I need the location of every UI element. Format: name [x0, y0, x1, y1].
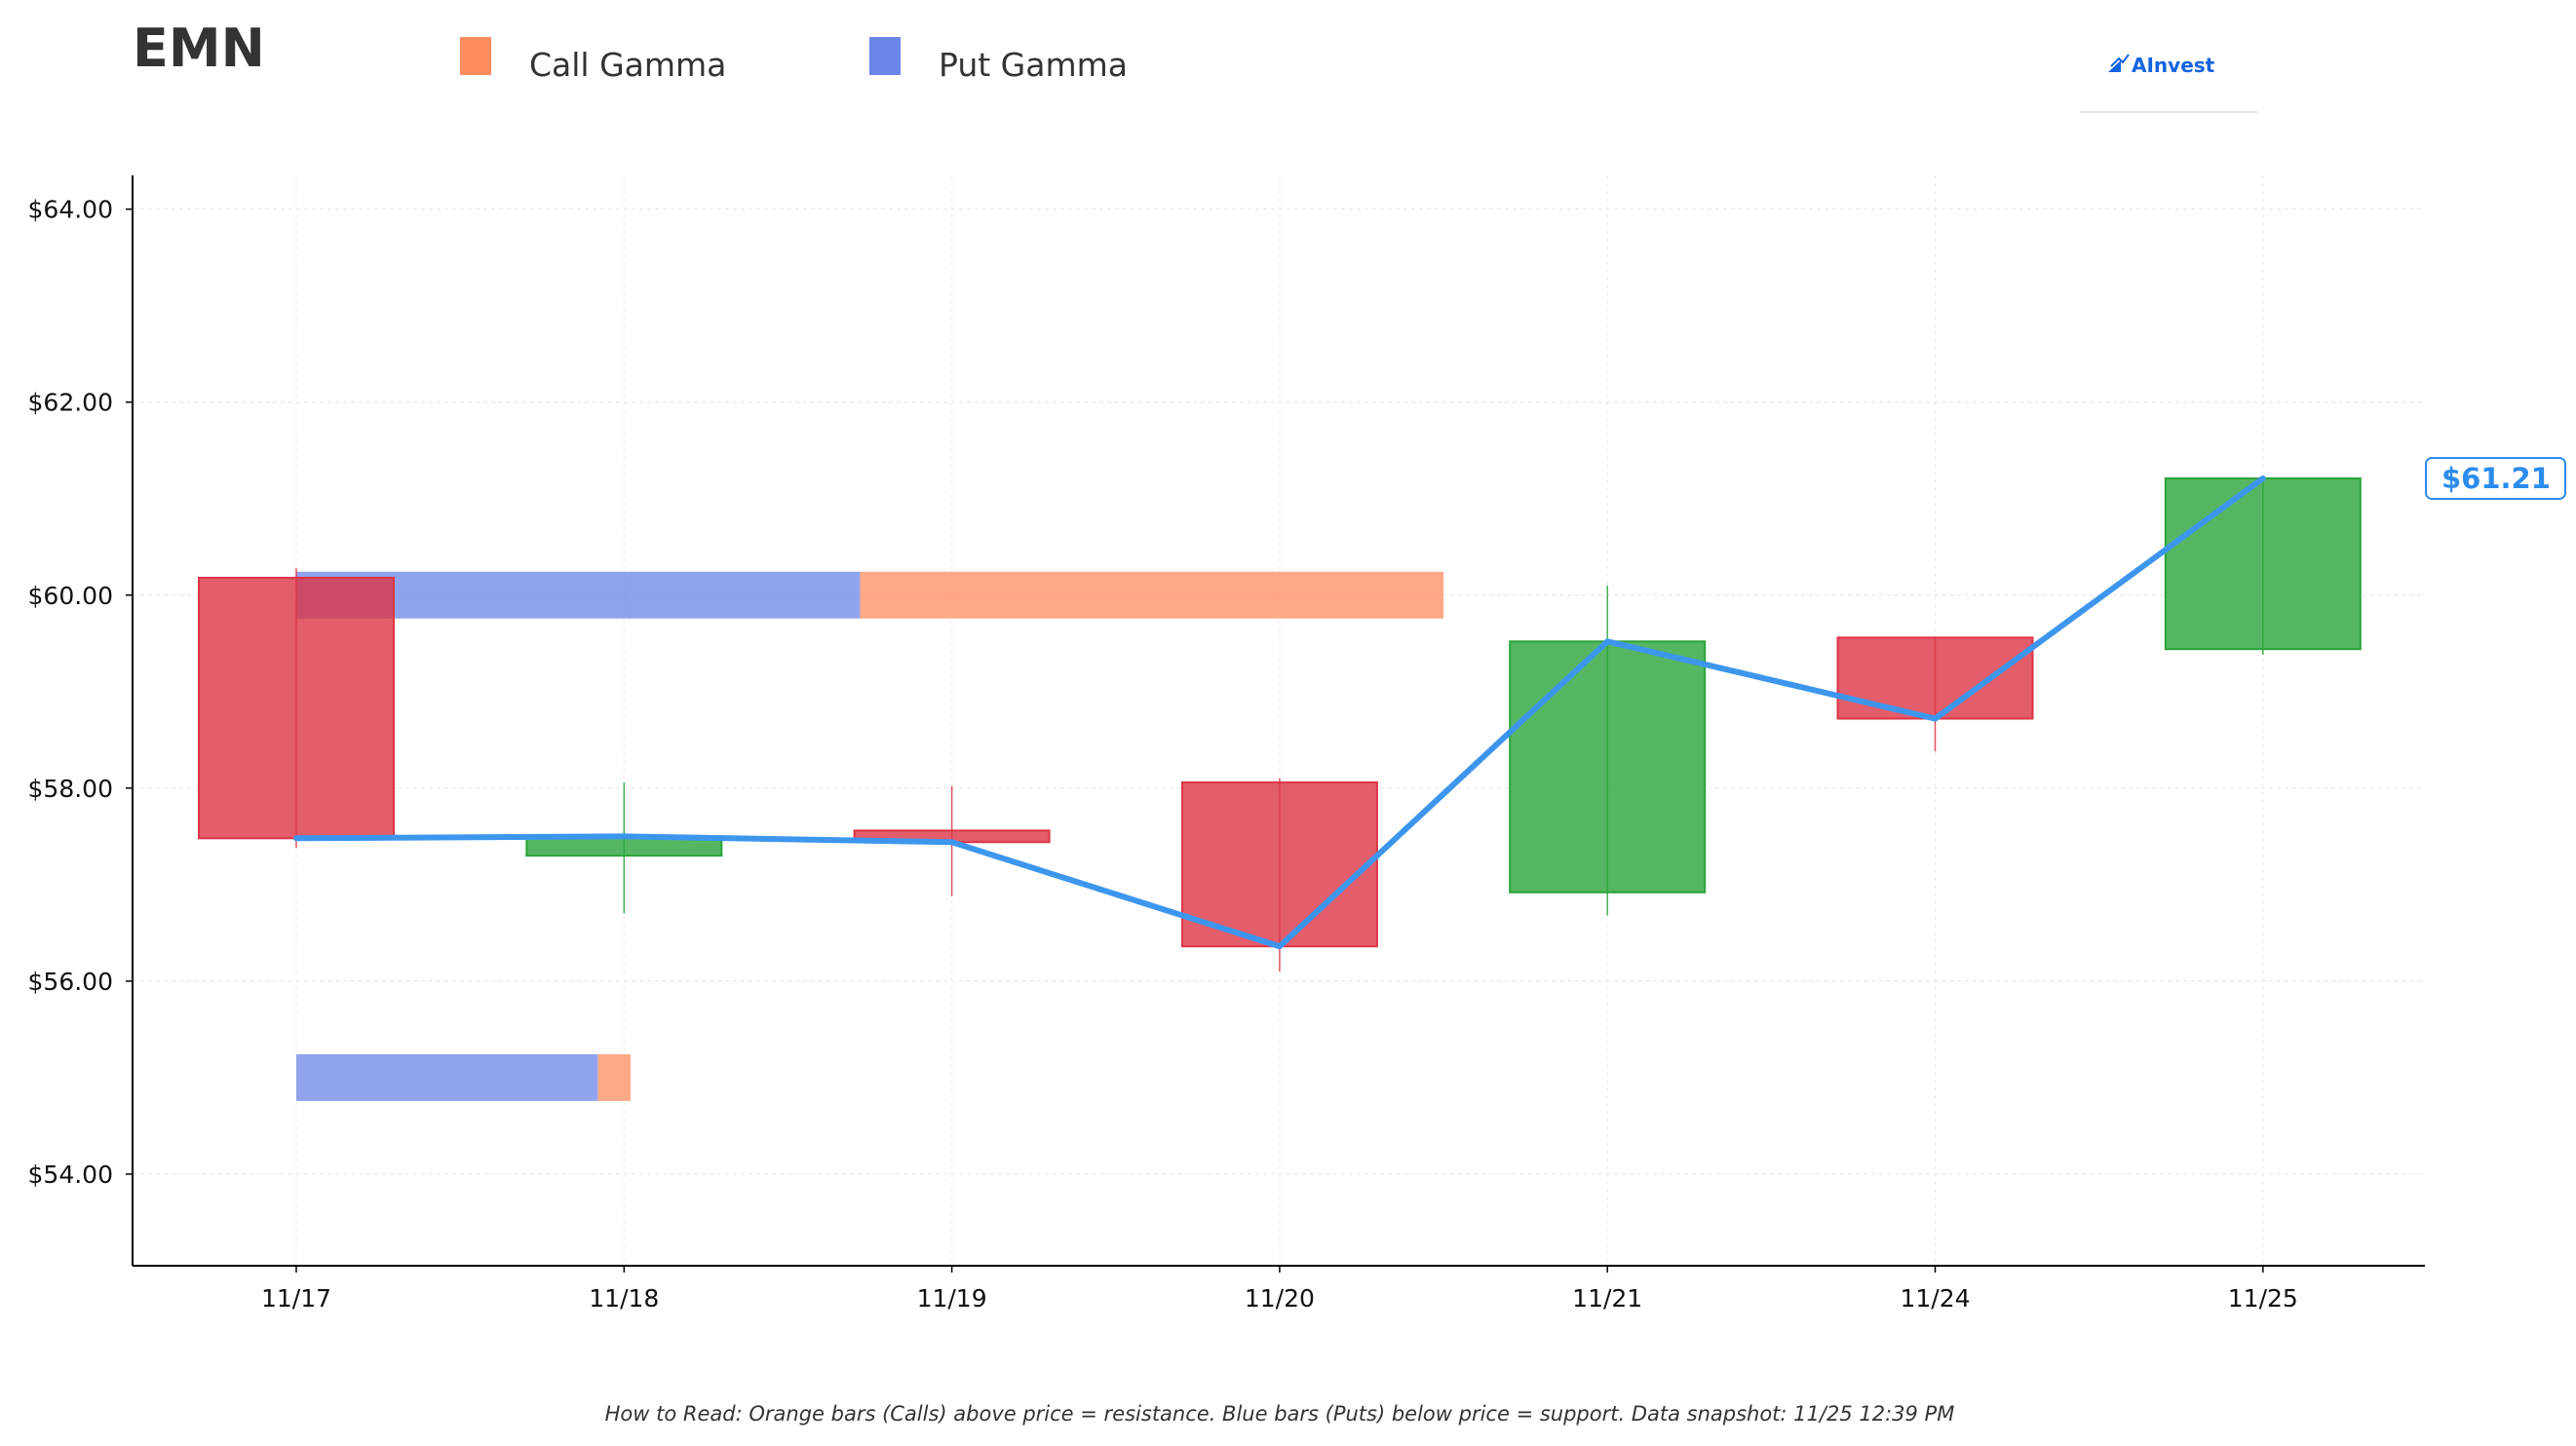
x-tick-label-11/18: 11/18 — [589, 1284, 659, 1313]
candle-body-11/21 — [1509, 640, 1707, 894]
candle-body-11/24 — [1836, 636, 2034, 720]
x-tick-labels: 11/17 11/18 11/19 11/20 11/21 11/24 11/25 — [261, 1266, 2298, 1313]
price-line-layer — [293, 475, 2266, 950]
ainvest-logo: AInvest — [2080, 54, 2257, 113]
y-tick-label-2: $58.00 — [28, 775, 113, 803]
put-gamma-bar-2 — [296, 1053, 598, 1101]
x-tick-label-11/24: 11/24 — [1900, 1284, 1970, 1313]
y-tick-labels: $54.00 $56.00 $58.00 $60.00 $62.00 $64.00 — [28, 196, 133, 1189]
last-price-label: $61.21 — [2441, 462, 2551, 495]
logo-mark-icon — [2108, 60, 2121, 72]
y-tick-label-3: $60.00 — [28, 582, 113, 610]
footnote: How to Read: Orange bars (Calls) above p… — [605, 1402, 1955, 1426]
candles-layer — [198, 475, 2362, 971]
call-gamma-bar-1 — [860, 571, 1444, 619]
legend-put-label: Put Gamma — [939, 46, 1128, 84]
x-tick-label-11/21: 11/21 — [1572, 1284, 1642, 1313]
grid-layer — [133, 175, 2425, 1266]
x-tick-label-11/20: 11/20 — [1245, 1284, 1315, 1313]
y-tick-label-0: $54.00 — [28, 1161, 113, 1189]
legend-call-label: Call Gamma — [529, 46, 726, 84]
candle-body-11/25 — [2164, 476, 2362, 651]
legend-put-swatch — [869, 37, 901, 75]
last-price-badge: $61.21 — [2425, 456, 2566, 500]
chart-title: EMN — [133, 18, 265, 79]
legend-call-swatch — [460, 37, 491, 75]
last-price-badge-box — [2425, 456, 2566, 500]
y-tick-label-1: $56.00 — [28, 968, 113, 996]
candle-body-11/20 — [1180, 780, 1378, 948]
y-tick-label-5: $64.00 — [28, 196, 113, 224]
candle-body-11/17 — [198, 576, 395, 840]
x-tick-label-11/17: 11/17 — [261, 1284, 331, 1313]
x-tick-label-11/19: 11/19 — [917, 1284, 987, 1313]
logo-text: AInvest — [2132, 54, 2215, 77]
axes-layer — [132, 175, 2425, 1267]
y-tick-label-4: $62.00 — [28, 389, 113, 417]
logo-arrow-icon — [2110, 54, 2130, 67]
price-line — [293, 475, 2266, 950]
call-gamma-bar-3 — [597, 1053, 632, 1101]
x-tick-label-11/25: 11/25 — [2228, 1284, 2298, 1313]
